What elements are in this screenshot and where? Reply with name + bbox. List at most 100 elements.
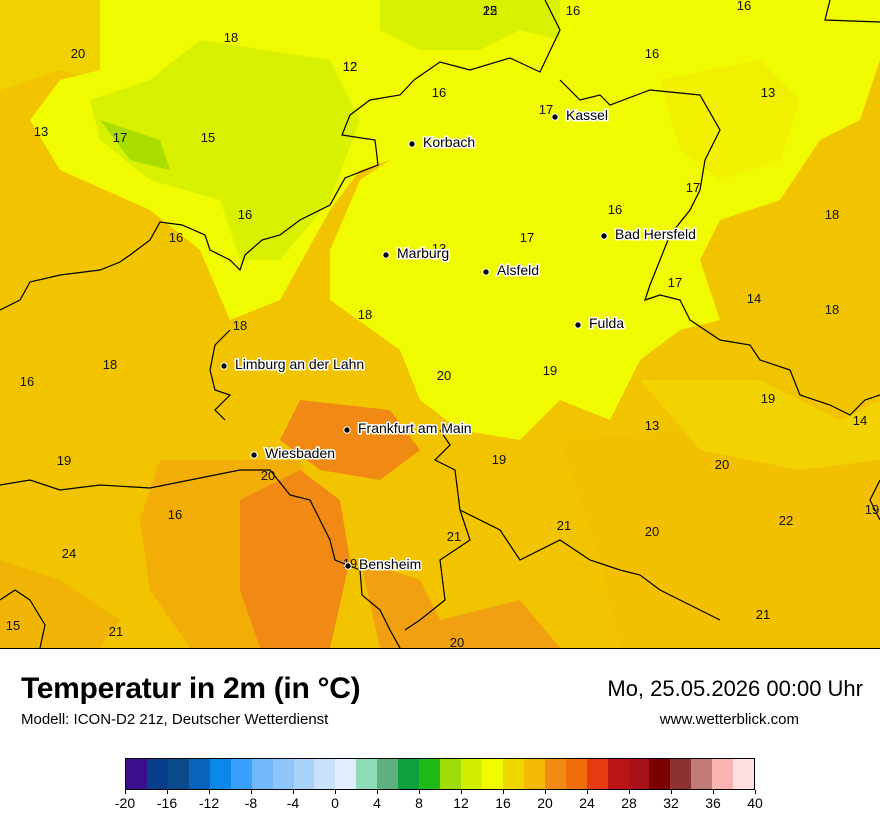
legend-swatch (544, 759, 566, 789)
legend-tick-mark (503, 790, 504, 794)
temperature-value: 19 (492, 452, 506, 467)
temperature-value: 13 (761, 85, 775, 100)
temperature-value: 14 (853, 413, 867, 428)
legend-swatch (377, 759, 399, 789)
city-marker (482, 268, 490, 276)
legend-tick-label: 24 (579, 795, 595, 811)
city-label: Kassel (566, 107, 608, 123)
legend-tick-label: 28 (621, 795, 637, 811)
legend-tick-mark (419, 790, 420, 794)
temperature-value: 16 (566, 3, 580, 18)
temperature-value: 12 (343, 59, 357, 74)
chart-title: Temperatur in 2m (in °C) (21, 672, 361, 705)
temperature-value: 19 (543, 363, 557, 378)
city-label: Wiesbaden (265, 445, 335, 461)
legend-swatch (670, 759, 692, 789)
city-marker (250, 451, 258, 459)
temperature-value: 16 (432, 85, 446, 100)
temperature-value: 16 (238, 207, 252, 222)
legend-swatch (167, 759, 189, 789)
legend-swatch (523, 759, 545, 789)
legend-swatch (314, 759, 336, 789)
website-link[interactable]: www.wetterblick.com (659, 711, 799, 728)
legend-tick-mark (251, 790, 252, 794)
legend-swatch (188, 759, 210, 789)
city-label: Frankfurt am Main (358, 420, 472, 436)
city-marker (408, 140, 416, 148)
legend-swatch (586, 759, 608, 789)
legend-tick-label: -4 (286, 795, 300, 811)
legend-tick-mark (587, 790, 588, 794)
temperature-value: 20 (71, 46, 85, 61)
legend-tick-label: -20 (114, 795, 136, 811)
temperature-value: 21 (447, 529, 461, 544)
temperature-value: 21 (557, 518, 571, 533)
city-label: Fulda (589, 315, 624, 331)
legend-tick-label: 32 (663, 795, 679, 811)
temperature-value: 17 (686, 180, 700, 195)
temperature-value: 20 (715, 457, 729, 472)
border-lines (0, 0, 880, 648)
city-marker (220, 362, 228, 370)
legend-swatch (251, 759, 273, 789)
temperature-value: 20 (437, 368, 451, 383)
temperature-value: 13 (645, 418, 659, 433)
city-marker (551, 113, 559, 121)
model-subtitle: Modell: ICON-D2 21z, Deutscher Wetterdie… (21, 711, 329, 728)
city-label: Korbach (423, 134, 475, 150)
temperature-value: 16 (645, 46, 659, 61)
legend-tick-label: -16 (156, 795, 178, 811)
temperature-value: 15 (201, 130, 215, 145)
temperature-value: 16 (737, 0, 751, 13)
temperature-value: 16 (168, 507, 182, 522)
temperature-value: 16 (608, 202, 622, 217)
legend-swatch (440, 759, 461, 789)
legend-tick-label: 8 (415, 795, 423, 811)
city-label: Limburg an der Lahn (235, 356, 364, 372)
temperature-value: 21 (109, 624, 123, 639)
temperature-fields (0, 0, 880, 648)
temperature-value: 17 (520, 230, 534, 245)
temperature-value: 18 (825, 207, 839, 222)
temperature-value: 18 (224, 30, 238, 45)
legend-swatch (356, 759, 378, 789)
city-marker (382, 251, 390, 259)
temperature-value: 17 (539, 102, 553, 117)
legend-swatch (126, 759, 147, 789)
temperature-value: 17 (668, 275, 682, 290)
temperature-value: 19 (761, 391, 775, 406)
legend-tick-mark (209, 790, 210, 794)
legend-swatch (335, 759, 357, 789)
legend-tick-label: -8 (244, 795, 258, 811)
temperature-value: 15 (6, 618, 20, 633)
legend-swatch (649, 759, 671, 789)
temperature-value: 22 (483, 3, 497, 18)
temperature-value: 24 (62, 546, 76, 561)
temperature-value: 18 (103, 357, 117, 372)
legend-swatch (419, 759, 441, 789)
legend-tick-label: 36 (705, 795, 721, 811)
temperature-value: 18 (233, 318, 247, 333)
temperature-value: 12 (343, 59, 357, 74)
city-marker (600, 232, 608, 240)
legend-swatch (146, 759, 168, 789)
legend-tick-mark (545, 790, 546, 794)
temperature-value: 18 (358, 307, 372, 322)
legend-swatch (461, 759, 482, 789)
legend-swatch (230, 759, 252, 789)
legend-swatch (565, 759, 587, 789)
legend-tick-label: -12 (198, 795, 220, 811)
legend-swatch (628, 759, 650, 789)
legend-swatch (209, 759, 231, 789)
legend-swatch (733, 759, 755, 789)
legend-tick-label: 20 (537, 795, 553, 811)
temperature-value: 16 (169, 230, 183, 245)
city-label: Bad Hersfeld (615, 226, 696, 242)
temperature-value: 19 (57, 453, 71, 468)
temperature-value: 19 (865, 502, 879, 517)
legend-tick-mark (293, 790, 294, 794)
legend-swatch (502, 759, 524, 789)
legend-swatch (398, 759, 420, 789)
city-label: Marburg (397, 245, 449, 261)
